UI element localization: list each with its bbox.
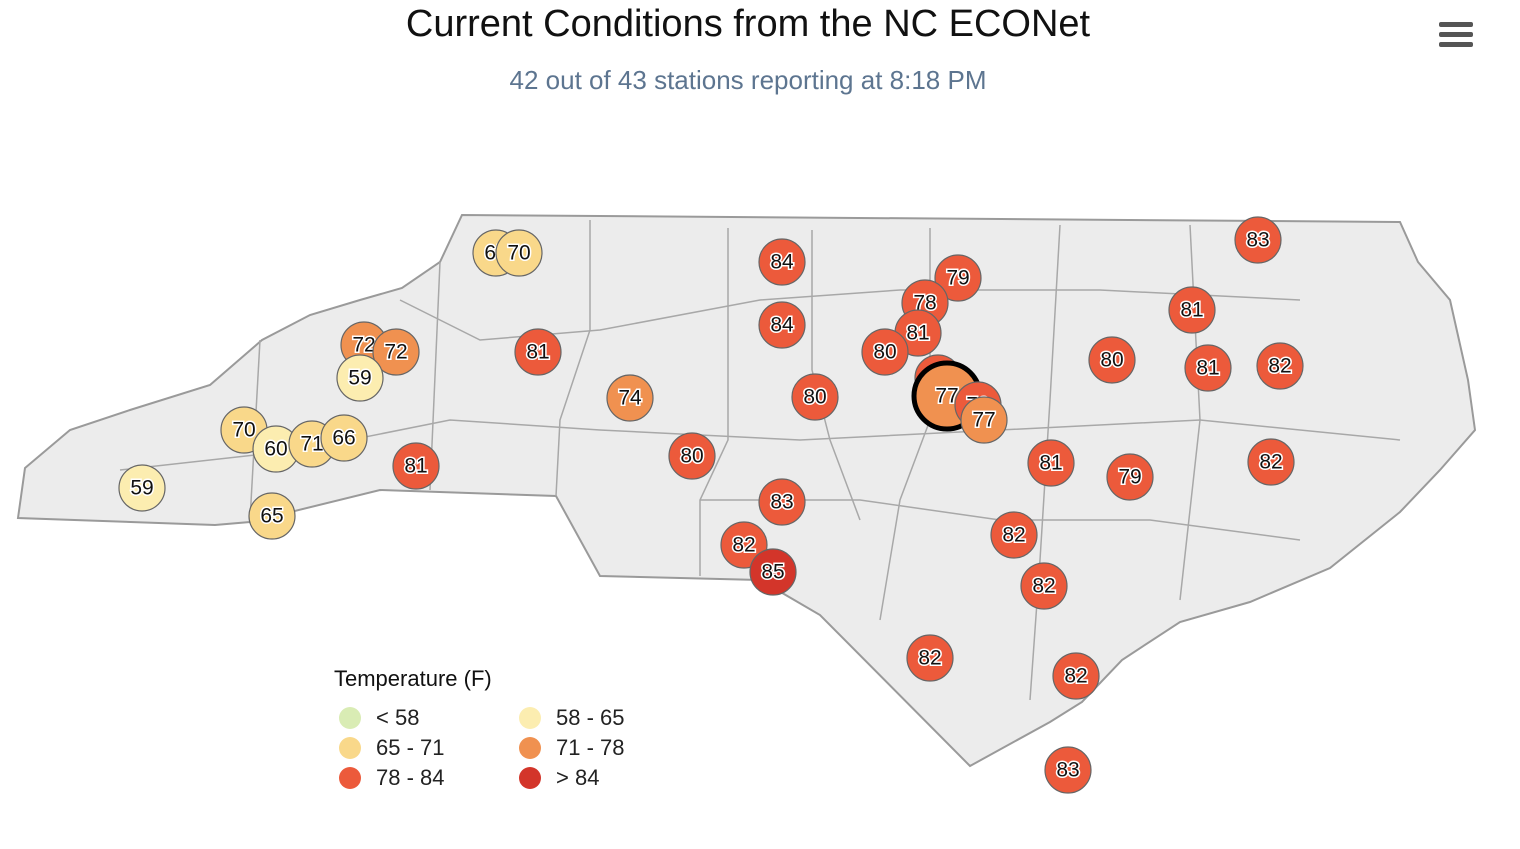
station-label: 81 <box>1196 357 1219 380</box>
station-marker <box>1020 562 1068 610</box>
station-marker <box>248 492 296 540</box>
station-label: 84 <box>770 314 794 337</box>
station-label: 81 <box>404 455 427 478</box>
legend-label: 71 - 78 <box>556 735 625 760</box>
station-marker <box>758 301 806 349</box>
legend-label: 78 - 84 <box>376 765 445 790</box>
station-marker <box>336 354 384 402</box>
station-marker <box>791 373 839 421</box>
station-label: 77 <box>972 409 995 432</box>
legend-title: Temperature (F) <box>334 666 492 691</box>
station-marker <box>320 414 368 462</box>
station-label: 82 <box>918 647 941 670</box>
station-label: 59 <box>130 477 153 500</box>
legend-label: < 58 <box>376 705 419 730</box>
station-label: 85 <box>761 561 784 584</box>
station-label: 80 <box>873 341 896 364</box>
station-label: 83 <box>1246 229 1269 252</box>
station-label: 74 <box>618 387 642 410</box>
legend-label: 65 - 71 <box>376 735 445 760</box>
menu-button[interactable] <box>1439 22 1473 47</box>
station-marker <box>758 238 806 286</box>
station-marker <box>495 229 543 277</box>
legend-label: > 84 <box>556 765 599 790</box>
station-marker <box>1027 439 1075 487</box>
station-marker <box>758 478 806 526</box>
stations: 6570848483797881817272818080818259748078… <box>118 216 1304 794</box>
station-label: 79 <box>1118 466 1141 489</box>
station-label: 82 <box>1032 575 1055 598</box>
station-marker <box>934 254 982 302</box>
station-marker <box>1247 438 1295 486</box>
legend-swatch <box>339 707 361 729</box>
station-label: 83 <box>1056 759 1079 782</box>
station-label: 82 <box>1259 451 1282 474</box>
station-label: 79 <box>946 267 969 290</box>
station-label: 81 <box>526 341 549 364</box>
station-marker <box>372 328 420 376</box>
station-marker <box>1256 342 1304 390</box>
station-label: 83 <box>770 491 793 514</box>
station-marker <box>668 432 716 480</box>
station-label: 81 <box>1180 299 1203 322</box>
station-marker <box>861 328 909 376</box>
station-marker <box>1234 216 1282 264</box>
station-marker <box>1052 652 1100 700</box>
legend: Temperature (F) < 58 58 - 65 65 - 71 71 - 7… <box>334 666 625 790</box>
title: Current Conditions from the NC ECONet <box>406 3 1091 45</box>
station-label: 70 <box>507 242 530 265</box>
legend-swatch <box>339 767 361 789</box>
legend-swatch <box>519 707 541 729</box>
station-label: 82 <box>1064 665 1087 688</box>
station-label: 81 <box>906 322 929 345</box>
station-label: 81 <box>1039 452 1062 475</box>
legend-label: 58 - 65 <box>556 705 625 730</box>
station-label: 72 <box>384 341 407 364</box>
station-marker <box>1044 746 1092 794</box>
legend-swatch <box>519 737 541 759</box>
station-marker <box>1106 453 1154 501</box>
station-label: 72 <box>352 334 375 357</box>
station-label: 80 <box>803 386 826 409</box>
station-label: 82 <box>1002 524 1025 547</box>
station-label: 66 <box>332 427 355 450</box>
map <box>16 213 1477 768</box>
legend-swatch <box>519 767 541 789</box>
legend-swatch <box>339 737 361 759</box>
station-label: 80 <box>680 445 703 468</box>
station-marker <box>960 396 1008 444</box>
station-marker <box>118 464 166 512</box>
station-marker <box>1168 286 1216 334</box>
station-marker <box>1184 344 1232 392</box>
station-label: 65 <box>260 505 283 528</box>
station-marker <box>906 634 954 682</box>
station-marker <box>514 328 562 376</box>
station-marker <box>392 442 440 490</box>
station-label: 80 <box>1100 349 1123 372</box>
station-label: 60 <box>264 438 287 461</box>
station-marker <box>990 511 1038 559</box>
station-label: 70 <box>232 419 255 442</box>
station-label: 59 <box>348 367 371 390</box>
station-label: 84 <box>770 251 794 274</box>
station-label: 82 <box>1268 355 1291 378</box>
station-label: 82 <box>732 534 755 557</box>
station-marker <box>749 548 797 596</box>
subtitle: 42 out of 43 stations reporting at 8:18 … <box>510 65 987 95</box>
station-marker <box>1088 336 1136 384</box>
station-marker <box>606 374 654 422</box>
station-label: 71 <box>300 433 323 456</box>
